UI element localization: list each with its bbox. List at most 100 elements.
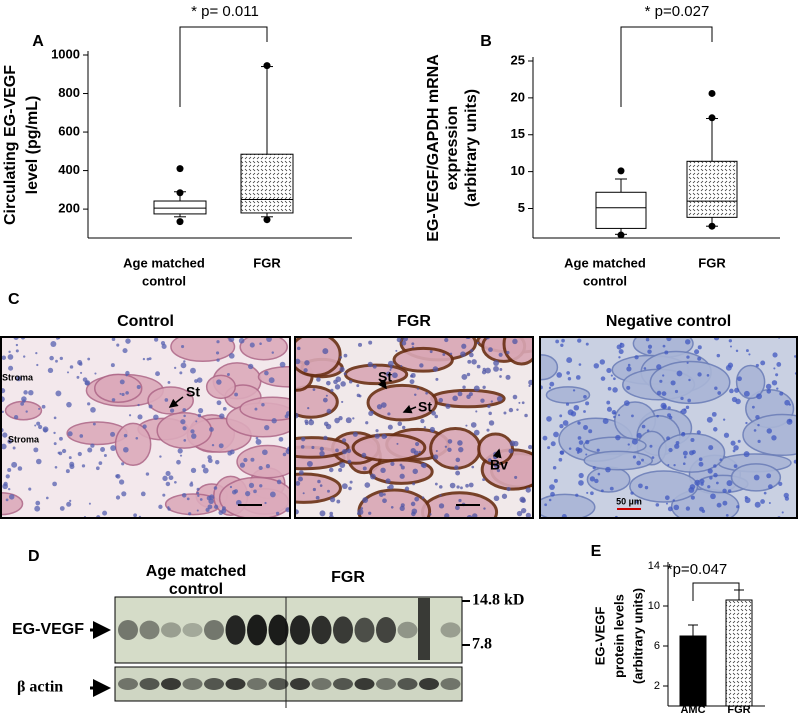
nucleus: [36, 458, 42, 465]
nucleus: [638, 483, 643, 489]
nucleus: [16, 376, 22, 382]
nucleus: [496, 396, 503, 402]
box: [686, 160, 738, 218]
nucleus: [395, 349, 398, 352]
nucleus: [153, 414, 159, 420]
nucleus: [399, 473, 405, 479]
nucleus: [264, 370, 269, 376]
nucleus: [316, 377, 321, 382]
nucleus: [743, 390, 750, 397]
nucleus: [102, 510, 108, 516]
nucleus: [751, 405, 755, 409]
blot-band: [397, 621, 418, 639]
label-arrow: [402, 404, 417, 414]
nucleus: [188, 512, 192, 516]
nucleus: [338, 467, 343, 473]
nucleus: [25, 410, 28, 413]
nucleus: [748, 353, 751, 356]
nucleus: [271, 351, 274, 354]
nucleus: [499, 375, 502, 378]
nucleus: [329, 511, 334, 516]
nucleus: [745, 421, 748, 425]
nucleus: [80, 371, 83, 374]
nucleus: [578, 480, 584, 486]
box: [595, 191, 647, 229]
nucleus: [760, 360, 766, 366]
nucleus: [410, 501, 416, 507]
nucleus: [213, 504, 219, 509]
nucleus: [577, 436, 582, 440]
nucleus: [578, 363, 582, 366]
nucleus: [656, 414, 659, 418]
nucleus: [420, 463, 425, 468]
nucleus: [304, 419, 309, 424]
nucleus: [341, 400, 344, 404]
nucleus: [456, 485, 460, 489]
nucleus: [662, 374, 665, 377]
nucleus: [215, 460, 220, 465]
nucleus: [190, 429, 195, 434]
nucleus: [600, 489, 604, 493]
nucleus: [460, 486, 463, 490]
nucleus: [340, 381, 346, 387]
nucleus: [665, 502, 668, 505]
nucleus: [23, 355, 26, 358]
nucleus: [711, 411, 717, 417]
nucleus: [396, 442, 399, 445]
nucleus: [597, 472, 601, 476]
nucleus: [613, 377, 616, 381]
nucleus: [248, 482, 255, 489]
nucleus: [119, 392, 122, 395]
nucleus: [757, 439, 761, 443]
nucleus: [383, 493, 386, 496]
nucleus: [162, 493, 166, 497]
nucleus: [516, 408, 519, 411]
nucleus: [357, 512, 360, 516]
nucleus: [8, 365, 14, 371]
nucleus: [606, 406, 612, 412]
nucleus: [635, 500, 639, 504]
nucleus: [12, 446, 16, 450]
nucleus: [111, 398, 116, 402]
nucleus: [362, 497, 369, 503]
nucleus: [722, 500, 728, 506]
nucleus: [674, 389, 679, 394]
nucleus: [255, 439, 262, 445]
nucleus: [457, 440, 463, 446]
nucleus: [154, 337, 159, 342]
nucleus: [425, 391, 428, 395]
nucleus: [43, 428, 48, 433]
y-tick-label: 800: [58, 85, 80, 100]
label-arrow: [377, 379, 387, 390]
nucleus: [627, 363, 631, 367]
nucleus: [631, 438, 638, 445]
nucleus: [352, 431, 358, 437]
p-value: * p=0.027: [645, 3, 710, 20]
nucleus: [573, 404, 580, 411]
nucleus: [674, 443, 680, 449]
y-axis-label-line: (arbitrary units): [463, 89, 480, 207]
nucleus: [328, 467, 334, 473]
nucleus: [285, 507, 290, 513]
blot-band: [182, 623, 203, 637]
nucleus: [550, 441, 556, 447]
nucleus: [771, 380, 778, 386]
blot-band: [268, 678, 289, 690]
nucleus: [766, 389, 772, 394]
nucleus: [45, 496, 49, 500]
nucleus: [371, 410, 374, 414]
nucleus: [616, 344, 622, 350]
y-axis-label-line: (arbitrary units): [630, 588, 645, 684]
nucleus: [384, 435, 388, 439]
nucleus: [119, 379, 125, 385]
nucleus: [435, 377, 439, 381]
nucleus: [729, 388, 734, 394]
blot-band: [376, 678, 396, 690]
error-bar: [734, 589, 744, 600]
nucleus: [548, 386, 552, 389]
outlier: [176, 165, 184, 173]
nucleus: [454, 465, 459, 470]
micrograph-label: Stroma: [8, 434, 40, 444]
nucleus: [368, 511, 372, 515]
nucleus: [794, 355, 797, 358]
